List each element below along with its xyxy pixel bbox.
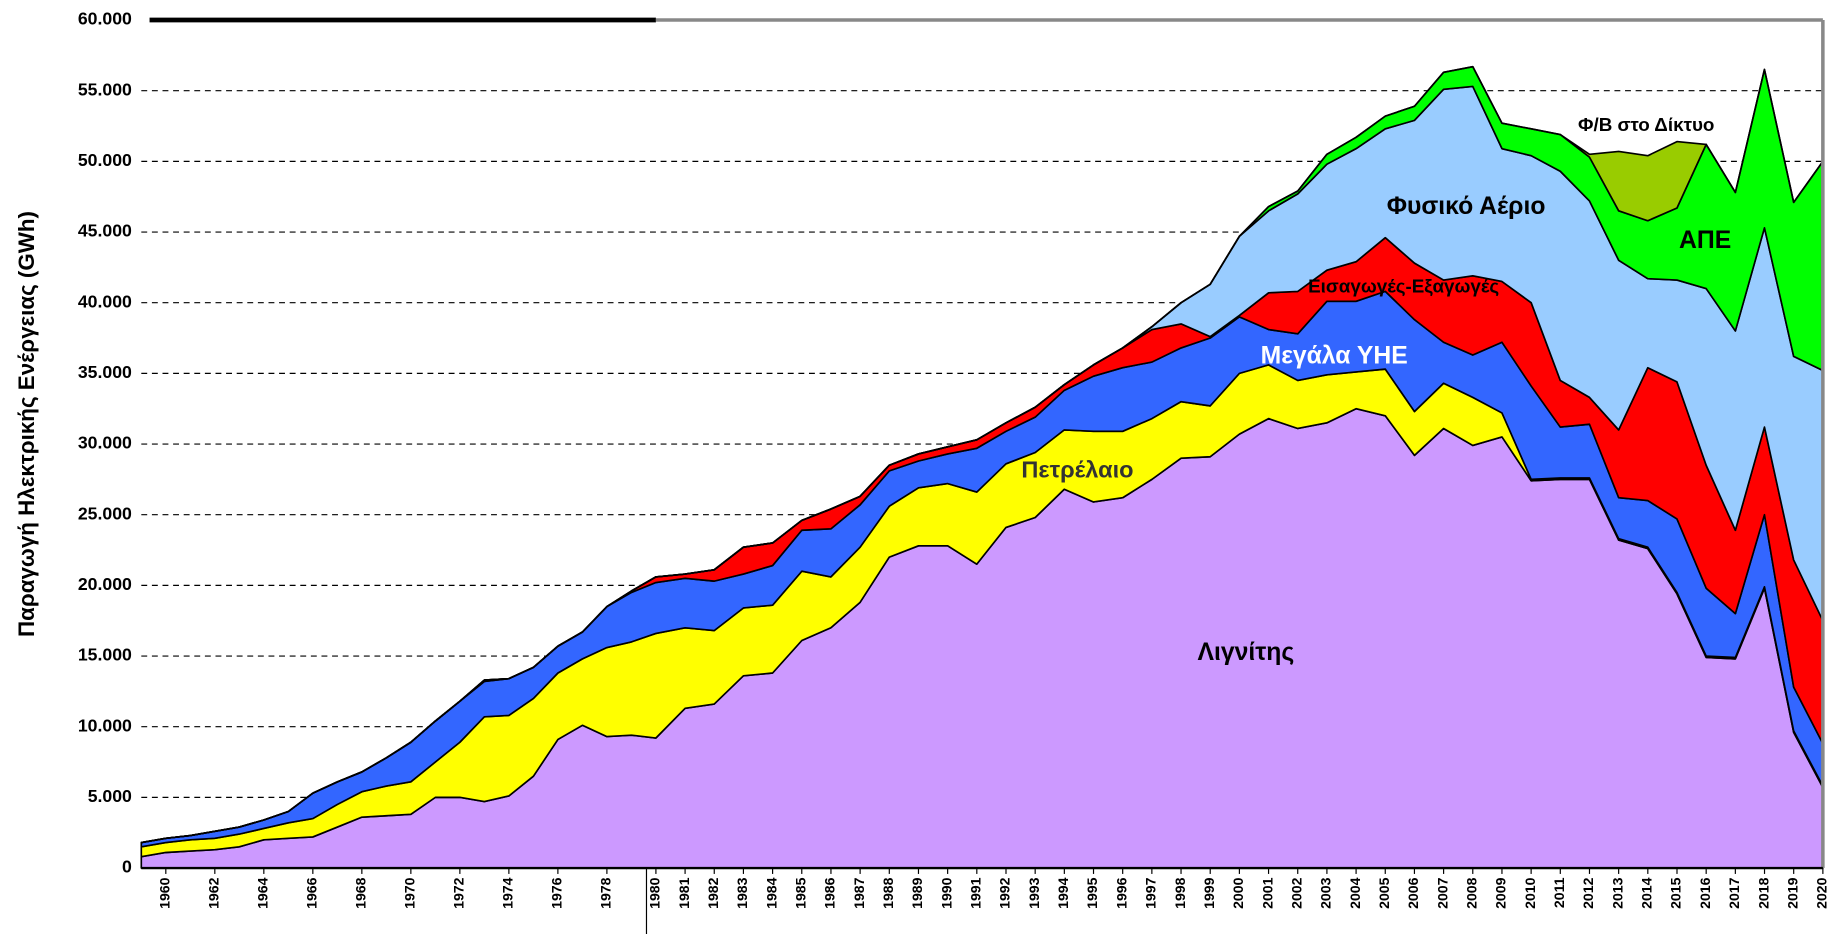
x-tick-label: 2013 bbox=[1609, 877, 1625, 909]
series-label: Μεγάλα ΥΗΕ bbox=[1261, 342, 1408, 369]
x-tick-label: 1987 bbox=[851, 877, 867, 909]
y-tick-label: 55.000 bbox=[78, 79, 132, 99]
x-tick-label: 1962 bbox=[206, 877, 222, 909]
x-tick-label: 2009 bbox=[1493, 877, 1509, 909]
x-tick-label: 2008 bbox=[1464, 877, 1480, 909]
y-tick-label: 20.000 bbox=[78, 574, 132, 594]
x-tick-label: 2015 bbox=[1668, 877, 1684, 909]
x-tick-label: 1974 bbox=[500, 877, 516, 909]
x-tick-label: 1995 bbox=[1084, 877, 1100, 909]
x-tick-label: 1993 bbox=[1026, 877, 1042, 909]
y-tick-label: 0 bbox=[122, 857, 132, 877]
series-label: Πετρέλαιο bbox=[1021, 456, 1133, 482]
x-tick-label: 1988 bbox=[880, 877, 896, 909]
x-tick-label: 2017 bbox=[1726, 877, 1742, 909]
x-tick-label: 1994 bbox=[1055, 877, 1071, 909]
x-tick-label: 2012 bbox=[1580, 877, 1596, 909]
x-tick-label: 2020 bbox=[1814, 877, 1830, 909]
axes: 0 5.000 10.000 15.000 20.000 25.000 30.000 35.0… bbox=[78, 9, 1830, 934]
x-tick-label: 1968 bbox=[353, 877, 369, 909]
y-tick-label: 5.000 bbox=[88, 786, 132, 806]
x-tick-label: 1981 bbox=[676, 877, 692, 909]
y-tick-label: 15.000 bbox=[78, 645, 132, 665]
x-tick-label: 1976 bbox=[549, 877, 565, 909]
x-tick-label: 1989 bbox=[909, 877, 925, 909]
x-tick-label: 1996 bbox=[1113, 877, 1129, 909]
x-tick-label: 2006 bbox=[1405, 877, 1421, 909]
y-tick-label: 40.000 bbox=[78, 291, 132, 311]
series-label: ΑΠΕ bbox=[1679, 227, 1731, 254]
x-tick-label: 1983 bbox=[734, 877, 750, 909]
x-tick-label: 1998 bbox=[1172, 877, 1188, 909]
x-tick-label: 2005 bbox=[1376, 877, 1392, 909]
x-tick-label: 1964 bbox=[255, 877, 271, 909]
x-tick-label: 1984 bbox=[763, 877, 779, 909]
x-tick-label: 2001 bbox=[1259, 877, 1275, 909]
series-label: Λιγνίτης bbox=[1198, 639, 1295, 666]
x-tick-label: 1980 bbox=[647, 877, 663, 909]
y-axis-label: Παραγωγή Ηλεκτρικής Ενέργειας (GWh) bbox=[14, 211, 39, 637]
y-tick-label: 25.000 bbox=[78, 503, 132, 523]
series-label: Φ/Β στο Δίκτυο bbox=[1578, 114, 1714, 135]
x-tick-label: 2000 bbox=[1230, 877, 1246, 909]
y-tick-label: 50.000 bbox=[78, 150, 132, 170]
x-tick-label: 2019 bbox=[1784, 877, 1800, 909]
x-tick-label: 2014 bbox=[1639, 877, 1655, 909]
x-tick-label: 1966 bbox=[304, 877, 320, 909]
x-tick-label: 2002 bbox=[1288, 877, 1304, 909]
areas bbox=[140, 65, 1824, 869]
y-tick-label: 45.000 bbox=[78, 221, 132, 241]
x-tick-label: 1990 bbox=[938, 877, 954, 909]
x-tick-label: 1960 bbox=[157, 877, 173, 909]
x-tick-label: 1997 bbox=[1143, 877, 1159, 909]
x-tick-label: 1999 bbox=[1201, 877, 1217, 909]
y-tick-label: 10.000 bbox=[78, 715, 132, 735]
x-tick-label: 2007 bbox=[1434, 877, 1450, 909]
x-tick-label: 2018 bbox=[1755, 877, 1771, 909]
series-label: Εισαγωγές-Εξαγωγές bbox=[1308, 275, 1499, 297]
y-tick-label: 30.000 bbox=[78, 433, 132, 453]
y-tick-label: 60.000 bbox=[78, 9, 132, 29]
x-tick-label: 2011 bbox=[1551, 877, 1567, 908]
x-tick-label: 1982 bbox=[705, 877, 721, 909]
x-tick-label: 1992 bbox=[997, 877, 1013, 909]
x-tick-label: 1970 bbox=[402, 877, 418, 909]
x-tick-label: 1972 bbox=[451, 877, 467, 909]
x-tick-label: 2003 bbox=[1318, 877, 1334, 909]
x-tick-label: 2004 bbox=[1347, 877, 1363, 909]
x-tick-label: 1985 bbox=[793, 877, 809, 909]
series-label: Φυσικό Αέριο bbox=[1387, 193, 1546, 220]
y-tick-label: 35.000 bbox=[78, 362, 132, 382]
x-tick-label: 1991 bbox=[968, 877, 984, 909]
x-tick-label: 2010 bbox=[1522, 877, 1538, 909]
x-tick-label: 2016 bbox=[1697, 877, 1713, 909]
x-tick-label: 1986 bbox=[822, 877, 838, 909]
x-tick-label: 1978 bbox=[598, 877, 614, 909]
